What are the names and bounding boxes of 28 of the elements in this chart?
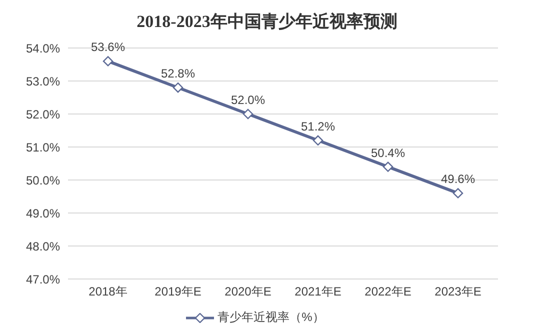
point: [172, 82, 184, 93]
data-label: 53.6%: [90, 40, 126, 54]
x-tick-label: 2021年E: [294, 284, 342, 299]
y-tick-label: 47.0%: [26, 272, 60, 286]
legend-label: 青少年近视率（%）: [216, 309, 324, 326]
point: [102, 56, 114, 66]
point: [452, 188, 464, 198]
data-label: 49.6%: [440, 172, 476, 186]
x-tick-label: 2019年E: [154, 284, 202, 299]
y-tick-label: 53.0%: [26, 74, 60, 88]
y-tick-label: 52.0%: [26, 107, 60, 122]
data-label: 51.2%: [300, 119, 336, 134]
point: [382, 162, 394, 172]
y-tick-label: 51.0%: [26, 140, 60, 154]
x-tick-label: 2022年E: [364, 284, 412, 299]
y-tick-label: 49.0%: [26, 206, 60, 220]
x-tick-label: 2020年E: [224, 284, 272, 299]
x-tick-label: 2023年E: [434, 284, 482, 299]
y-tick-label: 54.0%: [26, 41, 60, 56]
data-label: 52.0%: [230, 93, 266, 107]
point: [242, 108, 254, 120]
data-label: 52.8%: [160, 66, 196, 81]
y-tick-label: 48.0%: [26, 239, 60, 254]
chart-title: 2018-2023年中国青少年近视率预测: [136, 11, 398, 33]
point: [312, 135, 324, 146]
y-tick-label: 50.0%: [26, 173, 60, 188]
data-label: 50.4%: [370, 146, 406, 160]
x-tick-label: 2018年: [88, 284, 128, 299]
